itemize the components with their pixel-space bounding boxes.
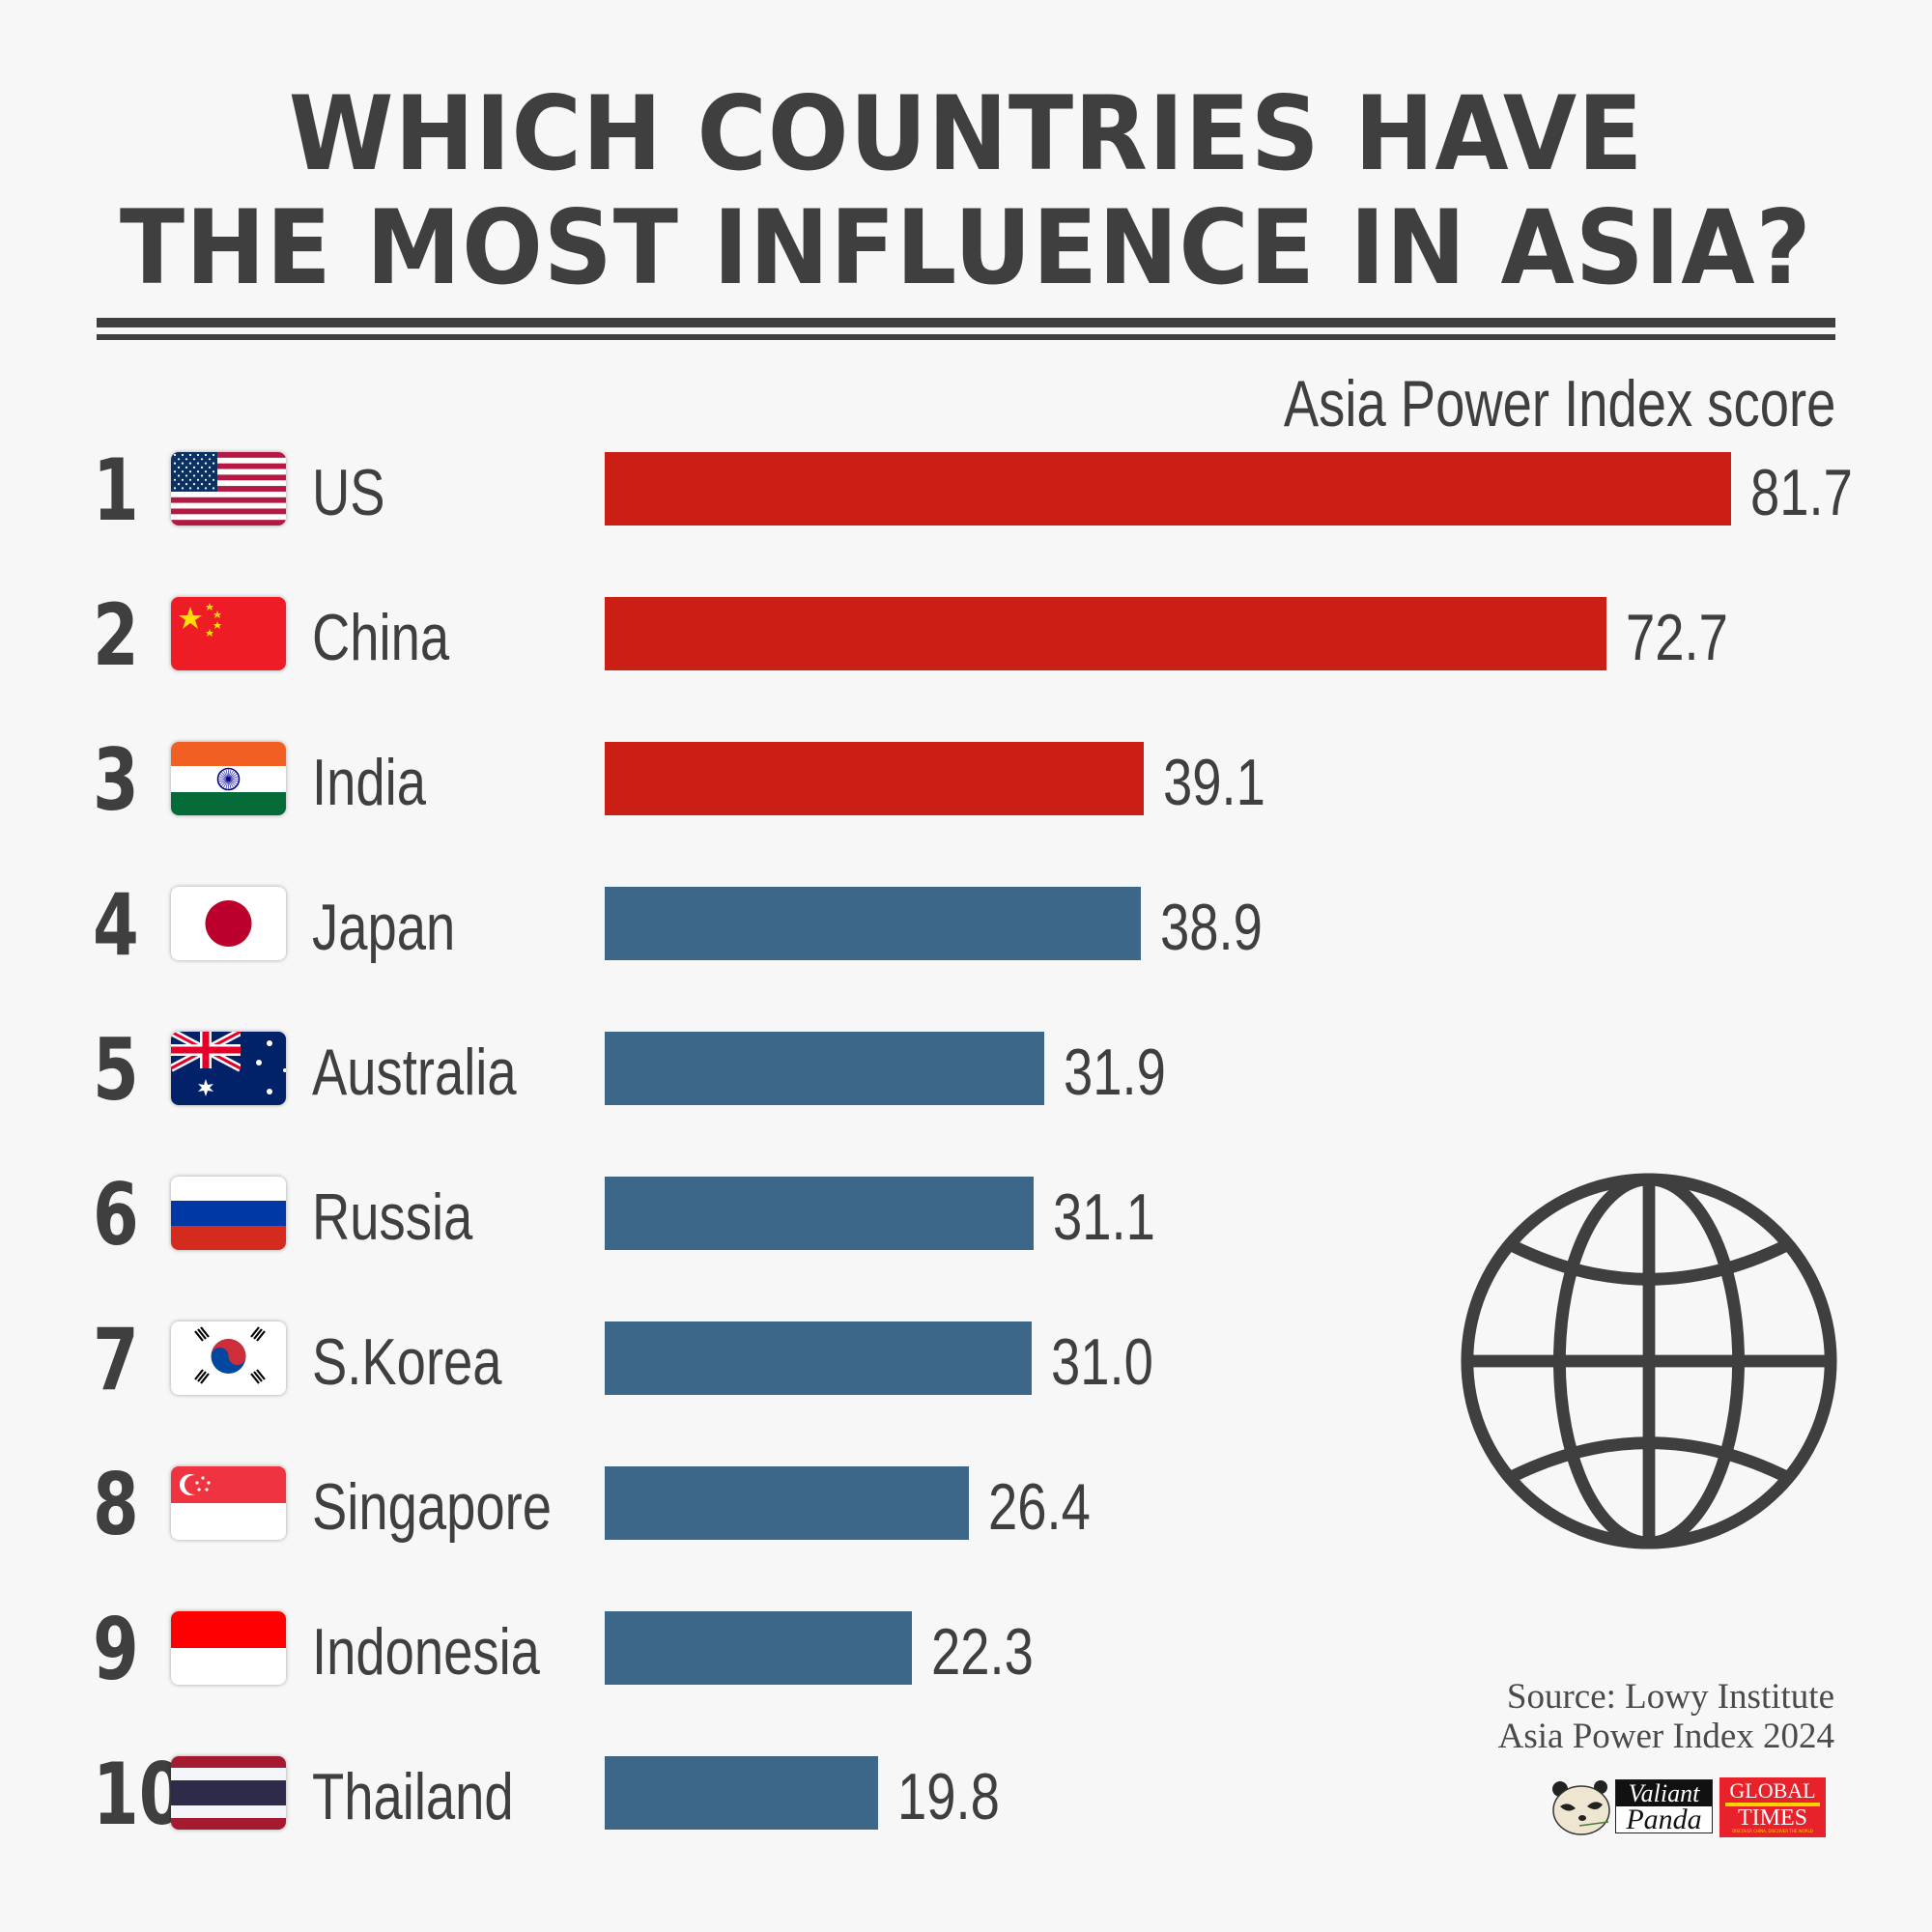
- rank-number: 6: [93, 1165, 139, 1264]
- bar-row: 9 Indonesia 22.3: [0, 1607, 1932, 1692]
- rank-number: 3: [93, 730, 139, 830]
- country-label: Thailand: [312, 1760, 514, 1833]
- country-label: Singapore: [312, 1470, 553, 1544]
- rank-number: 1: [93, 440, 139, 540]
- axis-subtitle: Asia Power Index score: [1283, 367, 1835, 440]
- bar-row: 8 Singapore 26.4: [0, 1463, 1932, 1548]
- bar: [605, 1177, 1034, 1250]
- country-label: China: [312, 601, 450, 674]
- indonesia-flag-icon: [171, 1611, 286, 1685]
- source-note: Source: Lowy Institute Asia Power Index …: [1498, 1677, 1834, 1756]
- thailand-flag-icon: [171, 1756, 286, 1830]
- value-label: 38.9: [1160, 891, 1263, 964]
- title-line-1-text: WHICH COUNTRIES HAVE: [288, 74, 1644, 193]
- value-label: 26.4: [988, 1470, 1091, 1544]
- value-label: 31.0: [1051, 1325, 1153, 1399]
- rank-number: 8: [93, 1455, 139, 1554]
- bar: [605, 1466, 969, 1540]
- us-flag-icon: [171, 452, 286, 526]
- global-times-logo-band: [1725, 1803, 1820, 1806]
- title-line-2: THE MOST INFLUENCE IN ASIA?: [0, 197, 1932, 299]
- country-label: US: [312, 456, 385, 529]
- panda-mascot-icon: [1552, 1780, 1610, 1835]
- global-times-logo-tagline: DISCOVER CHINA, DISCOVER THE WORLD: [1732, 1829, 1813, 1833]
- rank-number: 7: [93, 1310, 139, 1409]
- bar-row: 1 US 81.7: [0, 448, 1932, 533]
- rank-number: 10: [93, 1745, 185, 1844]
- title-rule-thick: [97, 318, 1835, 327]
- value-label: 22.3: [931, 1615, 1034, 1689]
- source-line-2: Asia Power Index 2024: [1497, 1717, 1834, 1756]
- title-line-2-text: THE MOST INFLUENCE IN ASIA?: [120, 188, 1812, 307]
- country-label: Indonesia: [312, 1615, 540, 1689]
- country-label: Australia: [312, 1036, 517, 1109]
- globe-icon: [1461, 1173, 1837, 1549]
- value-label: 72.7: [1626, 601, 1728, 674]
- bar-row: 10 Thailand 19.8: [0, 1752, 1932, 1837]
- bar: [605, 1756, 878, 1830]
- valiant-panda-logo-top: Valiant: [1616, 1780, 1712, 1806]
- china-flag-icon: [171, 597, 286, 670]
- global-times-logo-line-2: TIMES: [1738, 1805, 1807, 1831]
- country-label: Russia: [312, 1180, 473, 1254]
- valiant-panda-logo-bottom: Panda: [1626, 1804, 1702, 1835]
- bar: [605, 1032, 1044, 1105]
- bar: [605, 887, 1141, 960]
- source-line-1: Source: Lowy Institute: [1506, 1677, 1834, 1717]
- bar-row: 3 India 39.1: [0, 738, 1932, 823]
- bar-row: 6 Russia 31.1: [0, 1173, 1932, 1258]
- title-rule-thin: [97, 334, 1835, 340]
- valiant-panda-logo: Valiant Panda: [1615, 1779, 1713, 1835]
- bar: [605, 597, 1606, 670]
- global-times-logo: GLOBAL TIMES DISCOVER CHINA, DISCOVER TH…: [1719, 1777, 1826, 1837]
- rank-number: 5: [93, 1020, 139, 1120]
- bar-row: 4 Japan 38.9: [0, 883, 1932, 968]
- value-label: 81.7: [1750, 456, 1853, 529]
- value-label: 19.8: [897, 1760, 1000, 1833]
- title-line-1: WHICH COUNTRIES HAVE: [0, 83, 1932, 185]
- bar-row: 7 S.Korea 31.0: [0, 1318, 1932, 1403]
- rank-number: 4: [93, 875, 139, 975]
- japan-flag-icon: [171, 887, 286, 960]
- bar: [605, 742, 1144, 815]
- value-label: 39.1: [1163, 746, 1265, 819]
- bar-row: 5 Australia 31.9: [0, 1028, 1932, 1113]
- bar-row: 2 China 72.7: [0, 593, 1932, 678]
- bar: [605, 1321, 1032, 1395]
- country-label: Japan: [312, 891, 456, 964]
- rank-number: 9: [93, 1600, 139, 1699]
- value-label: 31.9: [1064, 1036, 1166, 1109]
- bar: [605, 452, 1731, 526]
- bar: [605, 1611, 912, 1685]
- russia-flag-icon: [171, 1177, 286, 1250]
- global-times-logo-line-1: GLOBAL: [1729, 1778, 1816, 1803]
- country-label: S.Korea: [312, 1325, 502, 1399]
- value-label: 31.1: [1053, 1180, 1155, 1254]
- rank-number: 2: [93, 585, 139, 685]
- australia-flag-icon: [171, 1032, 286, 1105]
- india-flag-icon: [171, 742, 286, 815]
- singapore-flag-icon: [171, 1466, 286, 1540]
- country-label: India: [312, 746, 426, 819]
- south-korea-flag-icon: [171, 1321, 286, 1395]
